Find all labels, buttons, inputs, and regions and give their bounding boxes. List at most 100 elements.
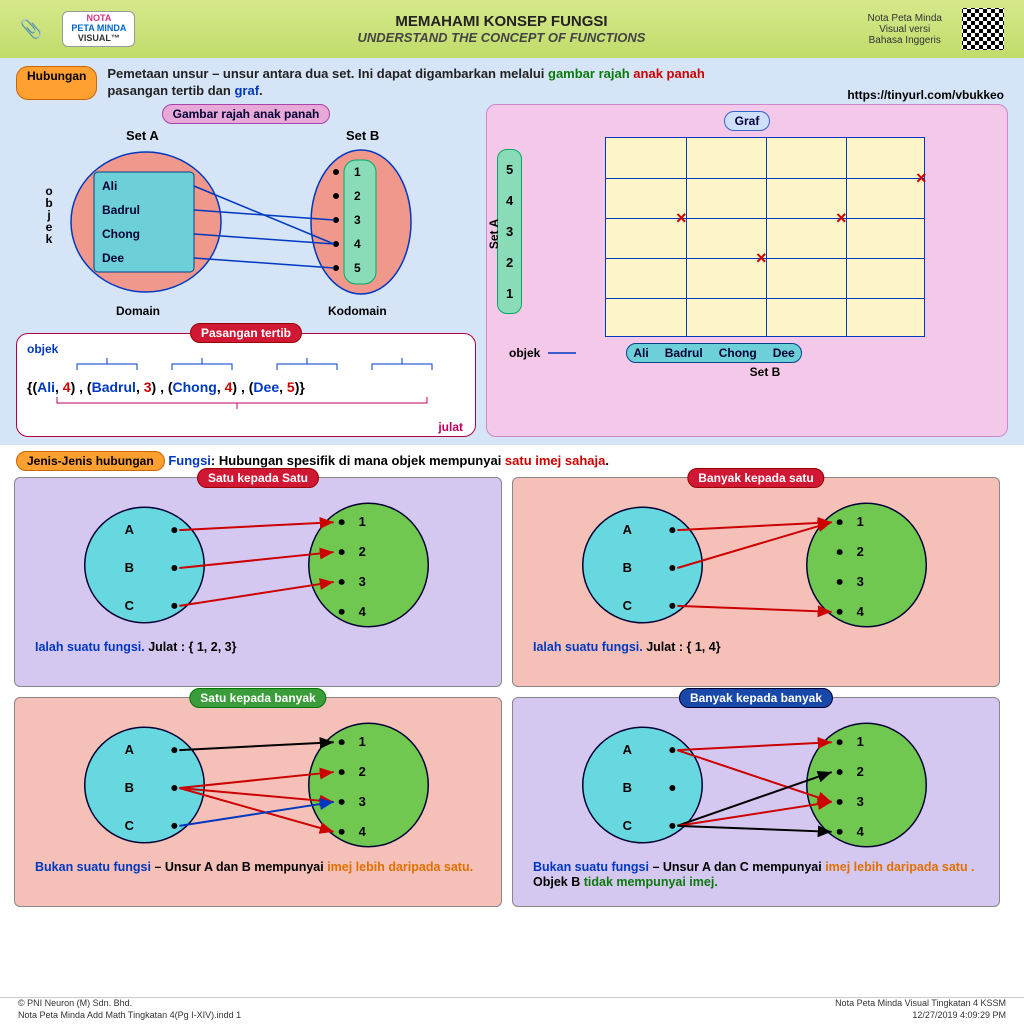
graf-objek: objek bbox=[509, 346, 540, 360]
type-caption: Ialah suatu fungsi. Julat : { 1, 2, 3} bbox=[25, 640, 491, 656]
page-subtitle: UNDERSTAND THE CONCEPT OF FUNCTIONS bbox=[155, 30, 847, 45]
svg-text:2: 2 bbox=[359, 544, 366, 559]
domain-label: Domain bbox=[116, 304, 160, 318]
svg-text:C: C bbox=[125, 598, 134, 613]
types-grid: Satu kepada Satu ABC1234 Ialah suatu fun… bbox=[0, 477, 1024, 907]
svg-text:2: 2 bbox=[857, 764, 864, 779]
header-right: Nota Peta Minda Visual versi Bahasa Ingg… bbox=[868, 13, 943, 46]
svg-text:A: A bbox=[125, 522, 134, 537]
svg-text:5: 5 bbox=[354, 261, 361, 275]
footer-right: Nota Peta Minda Visual Tingkatan 4 KSSM bbox=[835, 998, 1006, 1008]
setB-label: Set B bbox=[346, 128, 379, 143]
intro-text: Pemetaan unsur – unsur antara dua set. I… bbox=[107, 66, 705, 100]
svg-text:1: 1 bbox=[354, 165, 361, 179]
type-title: Satu kepada banyak bbox=[189, 688, 326, 708]
svg-text:4: 4 bbox=[857, 604, 865, 619]
svg-text:C: C bbox=[623, 598, 632, 613]
pasangan-set: {(Ali, 4) , (Badrul, 3) , (Chong, 4) , (… bbox=[27, 379, 465, 395]
svg-text:A: A bbox=[623, 742, 632, 757]
type-box: Satu kepada banyak ABC1234 Bukan suatu f… bbox=[14, 697, 502, 907]
title-block: MEMAHAMI KONSEP FUNGSI UNDERSTAND THE CO… bbox=[155, 13, 847, 45]
footer-date: 12/27/2019 4:09:29 PM bbox=[835, 1010, 1006, 1020]
graf-setB: Set B bbox=[529, 365, 1001, 379]
logo-l2: PETA MINDA bbox=[71, 23, 126, 33]
kodomain-label: Kodomain bbox=[328, 304, 387, 318]
svg-text:2: 2 bbox=[354, 189, 361, 203]
intro-pre: Pemetaan unsur – unsur antara dua set. I… bbox=[107, 66, 548, 81]
jenis-fungsi: Fungsi bbox=[168, 453, 211, 468]
hr3: Bahasa Inggeris bbox=[868, 35, 943, 46]
jenis-row: Jenis-Jenis hubungan Fungsi: Hubungan sp… bbox=[0, 445, 1024, 477]
type-title: Banyak kepada satu bbox=[687, 468, 824, 488]
svg-text:Chong: Chong bbox=[102, 227, 140, 241]
type-diagram: ABC1234 bbox=[523, 720, 989, 855]
svg-text:Dee: Dee bbox=[102, 251, 124, 265]
pasangan-objek: objek bbox=[27, 342, 465, 356]
type-box: Banyak kepada banyak ABC1234 Bukan suatu… bbox=[512, 697, 1000, 907]
header: 📎 NOTA PETA MINDA VISUAL™ MEMAHAMI KONSE… bbox=[0, 0, 1024, 58]
jenis-text: Fungsi: Hubungan spesifik di mana objek … bbox=[168, 453, 609, 468]
svg-text:4: 4 bbox=[857, 824, 865, 839]
pasangan-bracket-bot bbox=[27, 395, 467, 413]
pasangan-bracket-top bbox=[27, 356, 467, 374]
type-caption: Bukan suatu fungsi – Unsur A dan C mempu… bbox=[523, 860, 989, 891]
svg-text:2: 2 bbox=[359, 764, 366, 779]
type-caption: Bukan suatu fungsi – Unsur A dan B mempu… bbox=[25, 860, 491, 876]
svg-text:Badrul: Badrul bbox=[102, 203, 140, 217]
type-title: Banyak kepada banyak bbox=[679, 688, 833, 708]
type-caption: Ialah suatu fungsi. Julat : { 1, 4} bbox=[523, 640, 989, 656]
intro-mid: pasangan tertib dan bbox=[107, 83, 234, 98]
footer-file: Nota Peta Minda Add Math Tingkatan 4(Pg … bbox=[18, 1010, 241, 1020]
arrow-svg: AliBadrulChongDee 12345 bbox=[16, 142, 476, 322]
page-title: MEMAHAMI KONSEP FUNGSI bbox=[155, 13, 847, 30]
footer: © PNI Neuron (M) Sdn. Bhd. Nota Peta Min… bbox=[0, 997, 1024, 1020]
left-column: Gambar rajah anak panah Set A Set B obje… bbox=[16, 104, 476, 437]
svg-text:4: 4 bbox=[359, 604, 367, 619]
svg-text:C: C bbox=[125, 818, 134, 833]
graf-area: 54321 Set A ×××× objek AliBadrulChongDee… bbox=[493, 137, 1001, 379]
section-hubungan: https://tinyurl.com/vbukkeo Hubungan Pem… bbox=[0, 58, 1024, 445]
copyright: © PNI Neuron (M) Sdn. Bhd. bbox=[18, 998, 241, 1008]
svg-text:B: B bbox=[623, 560, 632, 575]
svg-text:1: 1 bbox=[359, 514, 366, 529]
svg-text:B: B bbox=[623, 780, 632, 795]
type-diagram: A B C 1 2 3 4 bbox=[25, 720, 491, 855]
setA-label: Set A bbox=[126, 128, 159, 143]
svg-text:Ali: Ali bbox=[102, 179, 117, 193]
graf-title: Graf bbox=[724, 111, 771, 131]
graf-grid: ×××× bbox=[605, 137, 925, 337]
svg-text:3: 3 bbox=[857, 574, 864, 589]
pasangan-box: Pasangan tertib objek {(Ali, 4) , (Badru… bbox=[16, 333, 476, 437]
svg-text:2: 2 bbox=[857, 544, 864, 559]
page-root: 📎 NOTA PETA MINDA VISUAL™ MEMAHAMI KONSE… bbox=[0, 0, 1024, 1024]
svg-text:1: 1 bbox=[857, 734, 864, 749]
graf-panel: Graf 54321 Set A ×××× objek AliBadrulCho… bbox=[486, 104, 1008, 437]
svg-text:3: 3 bbox=[359, 574, 366, 589]
svg-text:4: 4 bbox=[359, 824, 367, 839]
svg-text:B: B bbox=[125, 780, 134, 795]
clip-icon: 📎 bbox=[20, 19, 42, 40]
url: https://tinyurl.com/vbukkeo bbox=[847, 88, 1004, 102]
svg-text:3: 3 bbox=[857, 794, 864, 809]
hubungan-label: Hubungan bbox=[16, 66, 97, 100]
jenis-mid: : Hubungan spesifik di mana objek mempun… bbox=[211, 453, 505, 468]
type-title: Satu kepada Satu bbox=[197, 468, 319, 488]
intro-end: . bbox=[259, 83, 263, 98]
svg-text:1: 1 bbox=[857, 514, 864, 529]
intro-graf: graf bbox=[234, 83, 259, 98]
x-axis: AliBadrulChongDee bbox=[626, 343, 801, 363]
qr-code bbox=[962, 8, 1004, 50]
logo-badge: NOTA PETA MINDA VISUAL™ bbox=[62, 11, 135, 47]
type-box: Satu kepada Satu ABC1234 Ialah suatu fun… bbox=[14, 477, 502, 687]
jenis-label: Jenis-Jenis hubungan bbox=[16, 451, 165, 471]
svg-text:1: 1 bbox=[359, 734, 366, 749]
type-diagram: ABC1234 bbox=[523, 500, 989, 635]
type-diagram: A B C 1 2 3 4 bbox=[25, 500, 491, 635]
jenis-satu: satu imej sahaja bbox=[505, 453, 605, 468]
intro-gambar: gambar rajah bbox=[548, 66, 630, 81]
svg-text:A: A bbox=[125, 742, 134, 757]
pasangan-julat: julat bbox=[438, 420, 463, 434]
logo-l3: VISUAL™ bbox=[78, 33, 120, 43]
svg-text:3: 3 bbox=[359, 794, 366, 809]
svg-text:B: B bbox=[125, 560, 134, 575]
